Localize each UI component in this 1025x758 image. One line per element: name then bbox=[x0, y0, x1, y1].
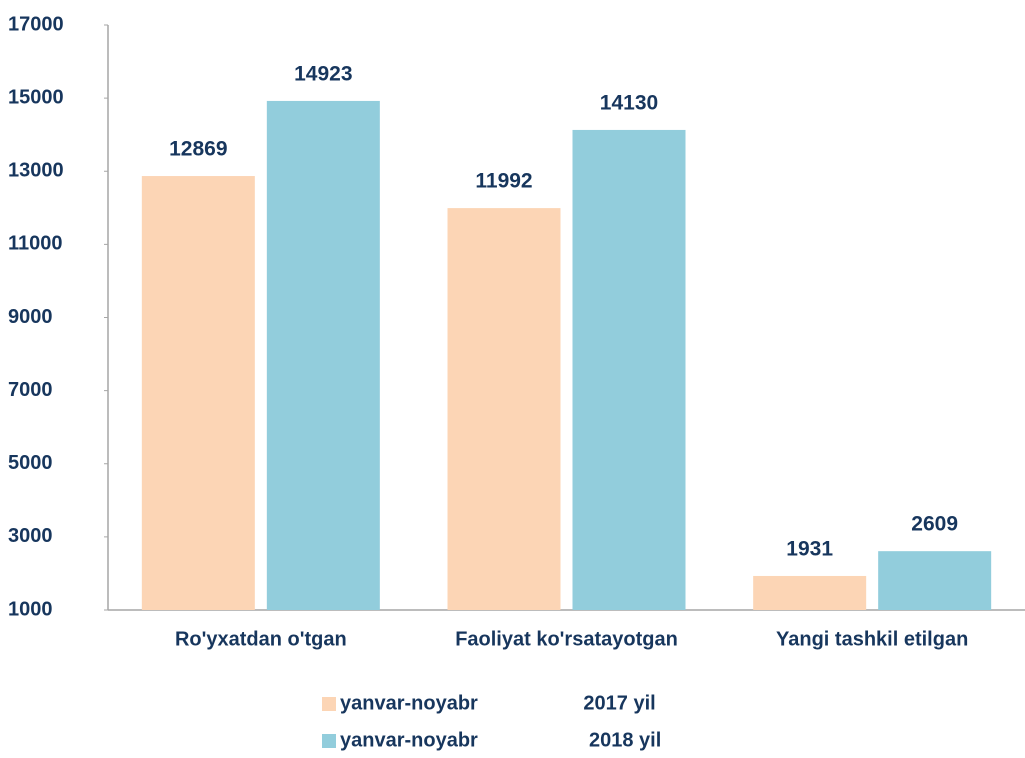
bar bbox=[878, 551, 992, 610]
y-tick-label: 9000 bbox=[8, 306, 53, 328]
bar bbox=[266, 100, 380, 611]
value-label: 12869 bbox=[169, 138, 227, 161]
legend-label: yanvar-noyabr 2017 yil bbox=[340, 692, 656, 714]
x-tick-label: Faoliyat ko'rsatayotgan bbox=[455, 628, 678, 650]
bar bbox=[141, 176, 255, 611]
x-tick-label: Ro'yxatdan o'tgan bbox=[175, 628, 347, 650]
bar bbox=[572, 129, 686, 610]
y-tick-label: 7000 bbox=[8, 379, 53, 401]
y-tick-label: 3000 bbox=[8, 525, 53, 547]
value-label: 11992 bbox=[475, 170, 532, 193]
y-tick-label: 13000 bbox=[8, 160, 64, 182]
value-label: 14130 bbox=[600, 91, 658, 114]
bar bbox=[447, 208, 561, 611]
value-label: 2609 bbox=[911, 513, 958, 536]
value-label: 1931 bbox=[786, 538, 833, 561]
value-label: 14923 bbox=[294, 62, 352, 85]
x-tick-label: Yangi tashkil etilgan bbox=[776, 628, 968, 650]
bar bbox=[753, 575, 867, 610]
y-tick-label: 15000 bbox=[8, 86, 64, 108]
y-tick-label: 17000 bbox=[8, 13, 64, 35]
legend-swatch bbox=[322, 697, 336, 711]
y-tick-label: 5000 bbox=[8, 452, 53, 474]
legend-swatch bbox=[322, 734, 336, 748]
y-tick-label: 1000 bbox=[8, 598, 53, 620]
legend-label: yanvar-noyabr 2018 yil bbox=[340, 729, 661, 751]
y-tick-label: 11000 bbox=[8, 233, 63, 255]
